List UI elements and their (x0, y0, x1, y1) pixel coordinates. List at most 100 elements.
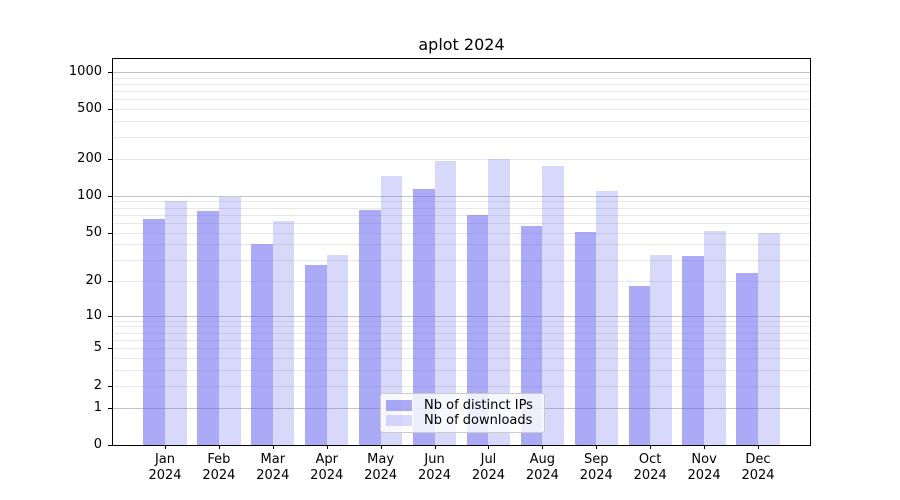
y-tick (108, 232, 113, 234)
x-tick (272, 445, 274, 449)
gridline-minor (113, 83, 810, 85)
y-tick-label: 5 (93, 340, 102, 356)
bar-distinct-ips-jan (143, 218, 165, 445)
gridline-minor (113, 222, 810, 224)
bar-downloads-jan (165, 201, 187, 445)
y-tick (108, 385, 113, 387)
x-tick (542, 445, 544, 449)
x-tick-label: Oct 2024 (633, 452, 667, 483)
bar-downloads-dec (758, 232, 780, 445)
gridline-minor (113, 121, 810, 123)
x-tick (434, 445, 436, 449)
bar-downloads-feb (218, 197, 241, 445)
bar-distinct-ips-dec (736, 273, 758, 445)
gridline-minor (113, 332, 810, 334)
x-tick-label: May 2024 (364, 452, 398, 483)
bar-downloads-apr (326, 254, 349, 445)
x-tick-label: Apr 2024 (310, 452, 344, 483)
y-tick-label: 0 (93, 437, 102, 452)
x-tick (650, 445, 652, 449)
bar-downloads-aug (542, 165, 564, 445)
legend: Nb of distinct IPs Nb of downloads (380, 393, 545, 433)
bar-distinct-ips-mar (251, 244, 273, 445)
legend-swatch-downloads (386, 415, 412, 426)
y-tick-label: 500 (77, 101, 102, 117)
y-tick (108, 348, 113, 350)
gridline-minor (113, 348, 810, 350)
gridline-minor (113, 259, 810, 261)
legend-swatch-distinct-ips (386, 400, 412, 411)
y-tick (108, 109, 113, 111)
gridline-minor (113, 339, 810, 341)
gridline-major (113, 195, 810, 197)
y-tick (108, 445, 113, 446)
bar-distinct-ips-sep (574, 231, 597, 445)
bar-distinct-ips-apr (305, 265, 327, 445)
legend-item-downloads: Nb of downloads (386, 413, 537, 428)
y-tick (108, 315, 113, 317)
bar-downloads-jun (434, 160, 457, 445)
bar-distinct-ips-oct (628, 286, 651, 445)
x-tick-label: Sep 2024 (579, 452, 613, 483)
x-tick (704, 445, 706, 449)
bar-downloads-sep (596, 191, 618, 445)
y-tick (108, 407, 113, 409)
x-tick (488, 445, 490, 449)
y-tick-label: 10 (85, 307, 102, 323)
gridline-minor (113, 214, 810, 216)
bar-downloads-nov (704, 230, 726, 445)
gridline-minor (113, 232, 810, 234)
y-tick (108, 280, 113, 282)
gridline-minor (113, 109, 810, 111)
gridline-minor (113, 77, 810, 79)
gridline-minor (113, 136, 810, 138)
x-tick-label: Jul 2024 (471, 452, 505, 483)
bar-downloads-mar (272, 221, 295, 445)
gridline-minor (113, 370, 810, 372)
gridline-minor (113, 358, 810, 360)
gridline-minor (113, 158, 810, 160)
x-tick-label: Nov 2024 (687, 452, 721, 483)
x-tick-label: Jan 2024 (148, 452, 182, 483)
y-tick-label: 20 (85, 272, 102, 288)
x-tick (218, 445, 220, 449)
gridline-major (113, 315, 810, 317)
y-tick-label: 200 (77, 150, 102, 166)
y-tick (108, 195, 113, 197)
legend-label-downloads: Nb of downloads (424, 413, 533, 428)
x-tick-label: Aug 2024 (525, 452, 559, 483)
bar-distinct-ips-nov (682, 256, 705, 445)
x-tick-label: Feb 2024 (202, 452, 236, 483)
x-tick (326, 445, 328, 449)
y-tick-label: 50 (85, 224, 102, 240)
y-tick-label: 1000 (68, 63, 102, 79)
bar-downloads-oct (650, 254, 672, 445)
x-tick (380, 445, 382, 449)
gridline-minor (113, 207, 810, 209)
y-tick-label: 1 (93, 399, 102, 415)
bar-distinct-ips-may (359, 209, 381, 445)
gridline-minor (113, 280, 810, 282)
x-tick (758, 445, 759, 449)
bar-distinct-ips-jul (466, 214, 489, 445)
y-tick-label: 2 (93, 377, 102, 393)
bar-downloads-may (380, 176, 403, 445)
gridline-major (113, 71, 810, 73)
x-tick-label: Mar 2024 (256, 452, 290, 483)
x-tick-label: Jun 2024 (417, 452, 452, 483)
x-tick-label: Dec 2024 (741, 452, 775, 483)
gridline-minor (113, 326, 810, 328)
plot-area (113, 59, 810, 445)
bar-distinct-ips-feb (197, 211, 219, 445)
legend-item-distinct-ips: Nb of distinct IPs (386, 398, 537, 413)
x-tick (596, 445, 598, 449)
x-tick (165, 445, 166, 449)
gridline-minor (113, 99, 810, 101)
y-tick (108, 71, 113, 73)
bar-distinct-ips-jun (412, 188, 435, 445)
gridline-minor (113, 91, 810, 93)
y-tick-label: 100 (77, 187, 102, 203)
chart-title: aplot 2024 (418, 35, 505, 54)
gridline-minor (113, 385, 810, 387)
legend-label-distinct-ips: Nb of distinct IPs (424, 398, 533, 413)
